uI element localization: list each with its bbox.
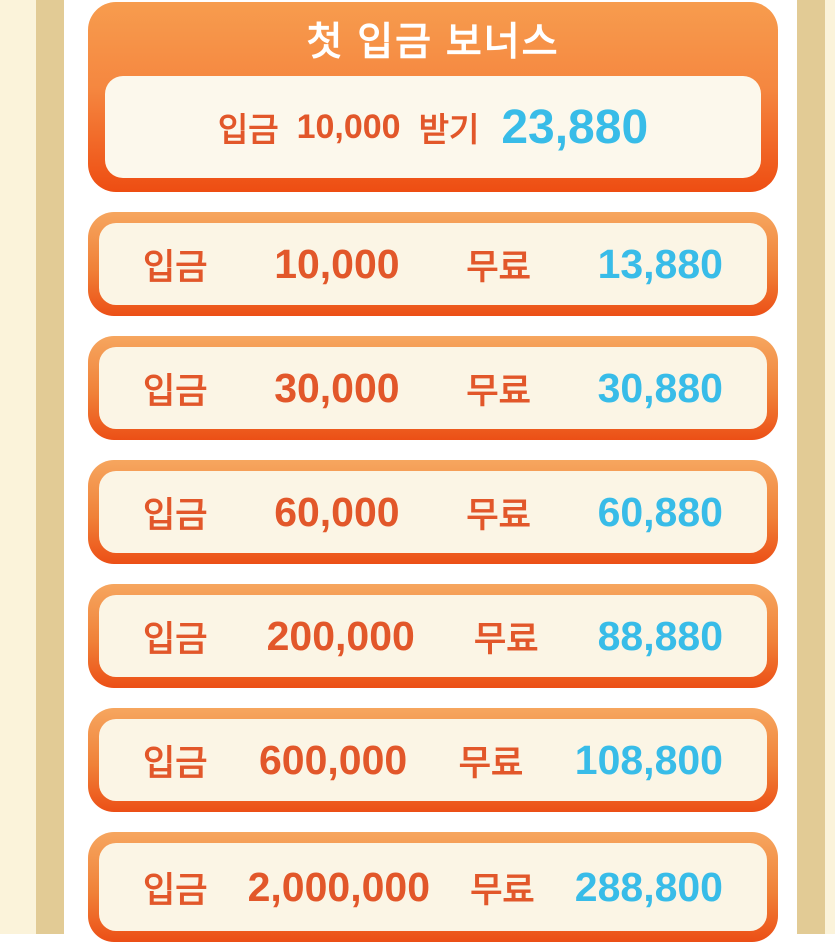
deposit-tier-row-inner: 입금 60,000 무료 60,880 [99,471,767,553]
deposit-amount: 30,000 [274,364,400,411]
page-frame-cream-right [825,0,835,934]
deposit-label: 입금 [143,247,208,287]
deposit-tier-row-inner: 입금 200,000 무료 88,880 [99,595,767,677]
deposit-amount: 600,000 [258,736,408,783]
free-label: 무료 [466,247,531,287]
free-label: 무료 [474,619,539,659]
free-label: 무료 [466,371,531,411]
bonus-amount: 88,880 [597,612,723,659]
bonus-panel: 첫 입금 보너스 입금 10,000 받기 23,880 입금 10,000 무… [88,2,778,942]
deposit-label: 입금 [143,495,208,535]
page-frame-cream-left [0,0,36,934]
deposit-tier-row-inner: 입금 10,000 무료 13,880 [99,223,767,305]
deposit-label: 입금 [143,743,208,783]
deposit-amount: 200,000 [266,612,415,659]
free-label: 무료 [466,495,531,535]
deposit-amount: 60,000 [274,488,400,535]
deposit-tier-row-inner: 입금 2,000,000 무료 288,800 [99,843,767,931]
deposit-amount: 2,000,000 [247,863,430,910]
page-frame-tan-left [36,0,64,934]
deposit-label: 입금 [143,870,208,910]
hero-bonus-amount: 23,880 [501,100,649,154]
page-frame-tan-right [797,0,825,934]
deposit-tier-row-2[interactable]: 입금 30,000 무료 30,880 [88,336,778,440]
first-deposit-bonus-title: 첫 입금 보너스 [306,21,560,64]
deposit-tier-row-inner: 입금 30,000 무료 30,880 [99,347,767,429]
deposit-label: 입금 [143,371,208,411]
hero-claim-label: 받기 [418,111,480,148]
deposit-tier-row-5[interactable]: 입금 600,000 무료 108,800 [88,708,778,812]
claim-bonus-button[interactable]: 입금 10,000 받기 23,880 [105,76,761,178]
deposit-tier-row-inner: 입금 600,000 무료 108,800 [99,719,767,801]
bonus-amount: 13,880 [597,240,723,287]
bonus-amount: 60,880 [597,488,723,535]
deposit-tier-row-4[interactable]: 입금 200,000 무료 88,880 [88,584,778,688]
free-label: 무료 [458,743,524,783]
deposit-tier-row-1[interactable]: 입금 10,000 무료 13,880 [88,212,778,316]
deposit-label: 입금 [143,619,208,659]
first-deposit-bonus-card: 첫 입금 보너스 입금 10,000 받기 23,880 [88,2,778,192]
hero-deposit-label: 입금 [217,111,279,148]
deposit-tier-row-3[interactable]: 입금 60,000 무료 60,880 [88,460,778,564]
bonus-amount: 288,800 [574,863,723,910]
free-label: 무료 [470,870,535,910]
bonus-amount: 30,880 [597,364,723,411]
bonus-amount: 108,800 [574,736,723,783]
hero-deposit-amount: 10,000 [296,107,401,146]
deposit-tier-row-6[interactable]: 입금 2,000,000 무료 288,800 [88,832,778,942]
deposit-amount: 10,000 [274,240,400,287]
